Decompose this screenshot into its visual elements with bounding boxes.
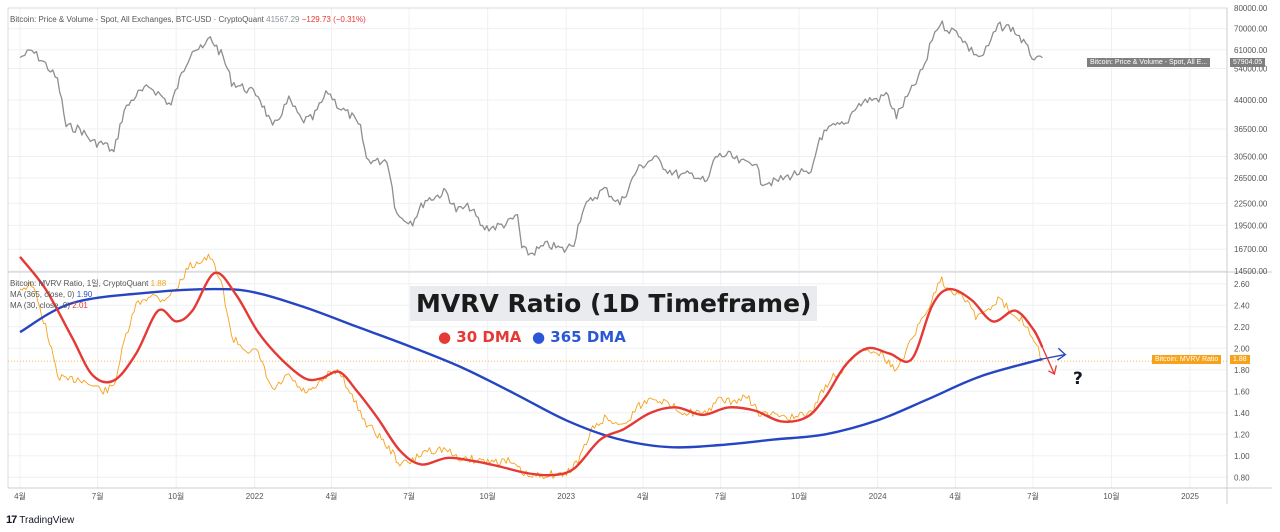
price-tick-label: 80000.00 [1234, 4, 1268, 13]
time-tick-label: 2022 [246, 492, 264, 501]
mvrv-legend-value: 1.88 [150, 279, 167, 288]
price-tick-label: 70000.00 [1234, 25, 1268, 34]
price-tick-label: 14500.00 [1234, 267, 1268, 276]
time-tick-label: 10월 [480, 491, 496, 501]
price-legend-value: 41567.29 [266, 15, 300, 24]
mvrv-tick-label: 2.20 [1234, 323, 1250, 332]
ma365-projection-arrow [1042, 354, 1065, 360]
time-tick-label: 10월 [791, 491, 807, 501]
price-tick-label: 44000.00 [1234, 96, 1268, 105]
annotation-title: MVRV Ratio (1D Timeframe) [410, 286, 818, 321]
mvrv-series-tag: Bitcoin: MVRV Ratio [1152, 355, 1222, 364]
mvrv-tick-label: 2.00 [1234, 344, 1250, 353]
tradingview-logo-text: TradingView [19, 514, 75, 526]
annotation-365dma: ● 365 DMA [532, 328, 626, 346]
ma30-legend-label: MA (30, close, 0) [10, 301, 71, 310]
price-series-tag: Bitcoin: Price & Volume - Spot, All E... [1087, 58, 1211, 67]
ma365-projection-arrowhead [1056, 347, 1067, 361]
time-tick-label: 2024 [869, 492, 887, 501]
mvrv-tick-label: 2.40 [1234, 301, 1250, 310]
price-tick-label: 61000.00 [1234, 46, 1268, 55]
plot-frame [7, 7, 1228, 489]
price-tick-label: 16700.00 [1234, 245, 1268, 254]
mvrv-tick-label: 1.20 [1234, 430, 1250, 439]
price-series-tag-label: Bitcoin: Price & Volume - Spot, All E... [1090, 59, 1208, 66]
time-tick-label: 4월 [949, 491, 961, 501]
ma30-projection-arrowhead [1048, 365, 1057, 376]
ma30-projection-arrow [1041, 346, 1055, 375]
ma30-series-line [19, 256, 1044, 477]
ma30-legend-value: 2.01 [72, 301, 88, 310]
tradingview-logo-icon: 17 [6, 514, 17, 526]
time-tick-label: 10월 [1103, 491, 1119, 501]
tradingview-logo[interactable]: 17 TradingView [6, 514, 74, 526]
price-series-line [19, 20, 1043, 256]
price-tick-label: 54000.00 [1234, 65, 1268, 74]
mvrv-legend: Bitcoin: MVRV Ratio, 1일, CryptoQuant 1.8… [10, 278, 166, 311]
time-tick-label: 10월 [168, 491, 184, 501]
price-tick-label: 30500.00 [1234, 152, 1268, 161]
price-legend-name: Bitcoin: Price & Volume - Spot, All Exch… [10, 15, 264, 24]
mvrv-tick-label: 1.40 [1234, 409, 1250, 418]
time-tick-label: 7월 [403, 491, 415, 501]
price-legend: Bitcoin: Price & Volume - Spot, All Exch… [10, 14, 366, 25]
ma365-series-line [19, 287, 1043, 449]
time-tick-label: 2023 [557, 492, 575, 501]
mvrv-tick-label: 1.00 [1234, 452, 1250, 461]
price-legend-change: −129.73 (−0.31%) [301, 15, 366, 24]
time-tick-label: 4월 [14, 491, 26, 501]
time-tick-label: 7월 [1027, 491, 1039, 501]
mvrv-last-value: 1.88 [1233, 356, 1247, 363]
price-tick-label: 26500.00 [1234, 174, 1268, 183]
mvrv-tick-label: 2.60 [1234, 280, 1250, 289]
time-tick-label: 2025 [1181, 492, 1199, 501]
mvrv-legend-name: Bitcoin: MVRV Ratio, 1일, CryptoQuant [10, 279, 149, 288]
ma365-legend-value: 1.90 [76, 290, 93, 299]
mvrv-series-tag-label: Bitcoin: MVRV Ratio [1155, 356, 1219, 363]
price-tick-label: 22500.00 [1234, 199, 1268, 208]
time-tick-label: 7월 [92, 491, 104, 501]
mvrv-tick-label: 1.80 [1234, 366, 1250, 375]
annotation-question: ? [1073, 369, 1083, 389]
price-tick-label: 19500.00 [1234, 221, 1268, 230]
mvrv-tick-label: 1.60 [1234, 387, 1250, 396]
ma365-legend-label: MA (365, close, 0) [10, 290, 75, 299]
mvrv-series-line [19, 253, 1043, 480]
time-tick-label: 7월 [715, 491, 727, 501]
time-tick-label: 4월 [326, 491, 338, 501]
price-last-value: 57904.05 [1233, 59, 1263, 66]
price-tick-label: 36500.00 [1234, 125, 1268, 134]
mvrv-last-value-tag: 1.88 [1230, 355, 1250, 364]
mvrv-tick-label: 0.80 [1234, 473, 1250, 482]
time-tick-label: 4월 [637, 491, 649, 501]
annotation-30dma: ● 30 DMA [438, 328, 522, 346]
price-last-value-tag: 57904.05 [1230, 58, 1266, 67]
